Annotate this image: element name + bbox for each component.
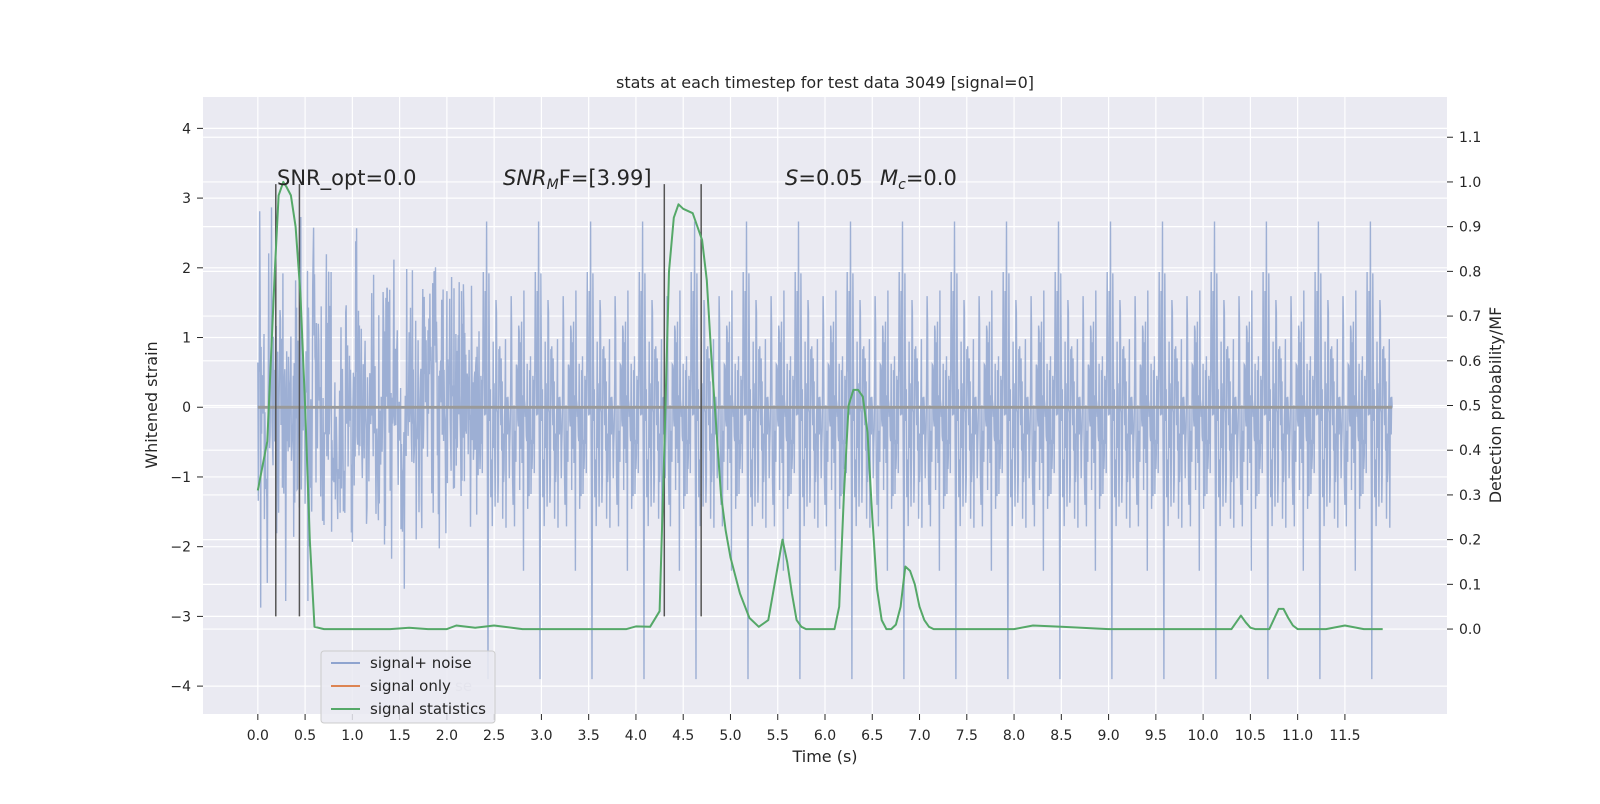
y2-tick-label: 0.1	[1459, 577, 1481, 593]
annotation-mc-sub: c	[898, 177, 906, 193]
annotation-snr-mf: SNRMF=[3.99]	[503, 166, 652, 193]
y-tick-label: −4	[170, 679, 191, 695]
x-tick-label: 9.0	[1097, 728, 1119, 744]
y2-axis-label: Detection probability/MF	[1486, 307, 1505, 504]
annotation-snr-opt: SNR_opt=0.0	[277, 166, 417, 191]
annotation-mc: Mc=0.0	[880, 166, 957, 193]
detection-vlines	[275, 184, 702, 617]
annotation-snr-mf-rest: F=[3.99]	[559, 166, 652, 190]
y2-tick-label: 0.8	[1459, 264, 1481, 280]
x-tick-label: 7.5	[956, 728, 978, 744]
x-tick-label: 11.0	[1282, 728, 1313, 744]
x-tick-label: 5.0	[719, 728, 741, 744]
legend-box	[320, 650, 496, 724]
annotation-s-rest: =0.05	[798, 166, 862, 190]
x-axis-label: Time (s)	[791, 747, 857, 766]
y2-tick-label: 1.1	[1459, 130, 1481, 146]
signal-statistics-line	[256, 180, 1383, 631]
x-tick-label: 0.0	[247, 728, 269, 744]
y2-axis-ticks: 0.0 0.1 0.2 0.3 0.4 0.5 0.6 0.7 0.8 0.9 1.0 1.1	[1447, 130, 1481, 638]
y-tick-label: 2	[182, 261, 191, 277]
chart-title: stats at each timestep for test data 304…	[616, 73, 1034, 92]
x-tick-label: 3.5	[578, 728, 600, 744]
x-tick-label: 6.5	[861, 728, 883, 744]
annotation-s-main: S	[785, 166, 798, 190]
y-tick-label: 1	[182, 331, 191, 347]
legend-label-signal-noise: signal+ noise	[370, 654, 472, 672]
y2-tick-label: 1.0	[1459, 175, 1481, 191]
y2-tick-label: 0.7	[1459, 309, 1481, 325]
y2-tick-label: 0.2	[1459, 533, 1481, 549]
y-tick-label: −1	[170, 470, 191, 486]
x-tick-label: 11.5	[1329, 728, 1360, 744]
y-tick-label: 4	[182, 121, 191, 137]
x-tick-label: 6.0	[814, 728, 836, 744]
y2-tick-label: 0.9	[1459, 220, 1481, 236]
y2-tick-label: 0.6	[1459, 354, 1481, 370]
y-tick-label: −2	[170, 540, 191, 556]
x-tick-label: 0.5	[294, 728, 316, 744]
annotation-s: S=0.05	[785, 166, 863, 190]
x-tick-label: 3.0	[530, 728, 552, 744]
series-signal-noise	[257, 207, 1393, 680]
x-tick-label: 4.5	[672, 728, 694, 744]
annotation-snr-mf-sub: M	[547, 177, 559, 193]
series-signal-statistics	[256, 180, 1383, 631]
x-tick-label: 4.0	[625, 728, 647, 744]
x-tick-label: 1.5	[388, 728, 410, 744]
legend: signal+ noise signal only signal statist…	[320, 650, 496, 724]
y2-tick-label: 0.5	[1459, 399, 1481, 415]
x-tick-label: 7.0	[908, 728, 930, 744]
x-tick-label: 8.5	[1050, 728, 1072, 744]
legend-label-signal-statistics: signal statistics	[370, 700, 486, 718]
annotation-snr-mf-main: SNR	[503, 166, 547, 190]
y-axis-label: Whitened strain	[142, 341, 161, 468]
x-tick-label: 9.5	[1145, 728, 1167, 744]
y2-tick-label: 0.4	[1459, 443, 1481, 459]
y-tick-label: 0	[182, 400, 191, 416]
legend-label-signal-only: signal only	[370, 677, 451, 695]
annotation-mc-rest: =0.0	[906, 166, 957, 190]
x-axis-ticks: 0.0 0.5 1.0 1.5 2.0 2.5 3.0 3.5 4.0 4.5 5.0 5.5 6.0 6…	[247, 714, 1360, 744]
x-tick-label: 2.0	[436, 728, 458, 744]
x-tick-label: 2.5	[483, 728, 505, 744]
x-tick-label: 1.0	[341, 728, 363, 744]
y2-tick-label: 0.3	[1459, 488, 1481, 504]
y2-tick-label: 0.0	[1459, 622, 1481, 638]
y-axis-ticks: −4 −3 −2 −1 0 1 2 3 4	[170, 121, 203, 695]
annotation-mc-main: M	[880, 166, 898, 190]
x-tick-label: 10.5	[1235, 728, 1266, 744]
signal-noise-line	[257, 207, 1393, 680]
x-tick-label: 5.5	[767, 728, 789, 744]
y-tick-label: 3	[182, 191, 191, 207]
y-tick-label: −3	[170, 609, 191, 625]
x-tick-label: 8.0	[1003, 728, 1025, 744]
x-tick-label: 10.0	[1188, 728, 1219, 744]
